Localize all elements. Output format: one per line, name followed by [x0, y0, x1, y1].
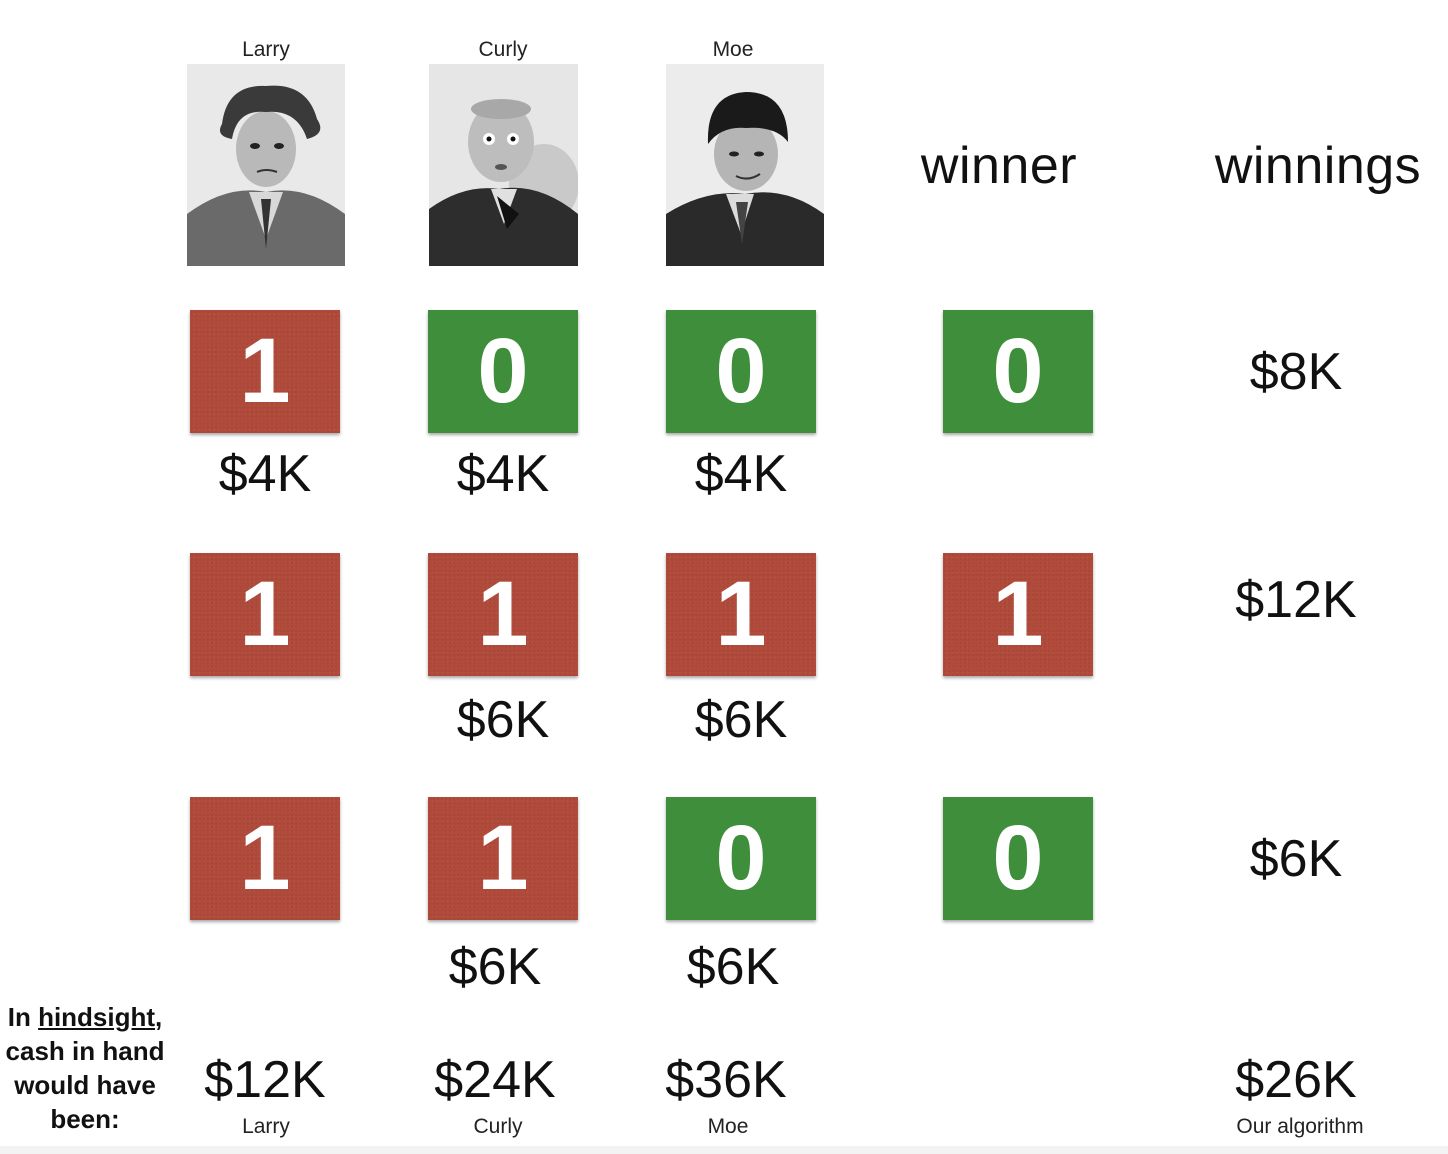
round3-winnings: $6K — [1249, 830, 1343, 888]
round1-curly-bet: $4K — [456, 445, 550, 503]
round3-winner: 0 — [943, 797, 1093, 920]
round2-curly-bet: $6K — [456, 691, 550, 749]
hindsight-line2: cash in hand — [5, 1036, 165, 1066]
round2-winner: 1 — [943, 553, 1093, 676]
round1-moe-prediction: 0 — [666, 310, 816, 433]
total-label-moe: Moe — [707, 1115, 749, 1138]
total-larry: $12K — [204, 1051, 326, 1109]
person-name-larry: Larry — [242, 38, 290, 61]
round1-moe-bet: $4K — [694, 445, 788, 503]
round1-larry-prediction: 1 — [190, 310, 340, 433]
total-moe: $36K — [665, 1051, 787, 1109]
total-curly: $24K — [434, 1051, 556, 1109]
hindsight-line1: In hindsight, — [7, 1002, 163, 1032]
hindsight-line4: been: — [50, 1104, 120, 1134]
round3-moe-prediction: 0 — [666, 797, 816, 920]
hindsight-line3: would have — [14, 1070, 156, 1100]
round1-larry-bet: $4K — [218, 445, 312, 503]
total-label-larry: Larry — [242, 1115, 290, 1138]
round1-winnings: $8K — [1249, 343, 1343, 401]
larry-photo — [187, 64, 345, 266]
person-name-curly: Curly — [478, 38, 528, 61]
round3-curly-prediction: 1 — [428, 797, 578, 920]
round2-curly-prediction: 1 — [428, 553, 578, 676]
moe-photo — [666, 64, 824, 266]
round2-larry-prediction: 1 — [190, 553, 340, 676]
round2-winnings: $12K — [1235, 571, 1357, 629]
round1-winner: 0 — [943, 310, 1093, 433]
round3-moe-bet: $6K — [686, 938, 780, 996]
person-name-moe: Moe — [712, 38, 754, 61]
winnings-header: winnings — [1214, 137, 1422, 195]
total-algorithm: $26K — [1235, 1051, 1357, 1109]
hindsight-label: In hindsight, cash in hand would have be… — [0, 1000, 175, 1136]
curly-photo — [429, 64, 578, 266]
round1-curly-prediction: 0 — [428, 310, 578, 433]
round2-moe-bet: $6K — [694, 691, 788, 749]
total-label-algorithm: Our algorithm — [1236, 1115, 1364, 1138]
round2-moe-prediction: 1 — [666, 553, 816, 676]
round3-curly-bet: $6K — [448, 938, 542, 996]
bottom-strip — [0, 1146, 1448, 1154]
total-label-curly: Curly — [473, 1115, 523, 1138]
round3-larry-prediction: 1 — [190, 797, 340, 920]
winner-header: winner — [920, 137, 1078, 195]
